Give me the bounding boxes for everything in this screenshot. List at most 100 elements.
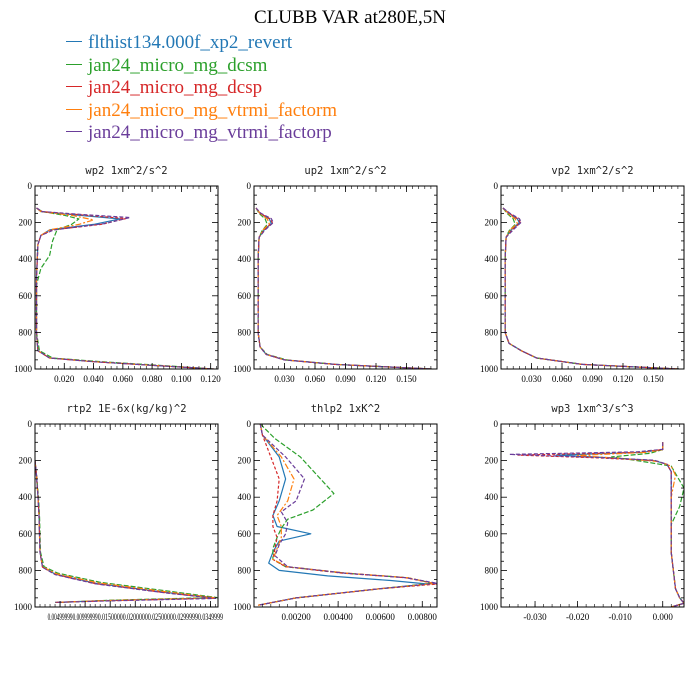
series-line <box>255 207 432 369</box>
series-line <box>502 207 679 369</box>
plot-panel: up2 1xm^2/s^2 0 200 400 600 800 1000 0.030 0.060… <box>233 165 438 384</box>
y-tick-label: 800 <box>238 327 252 337</box>
x-tick-label: 0.040 <box>83 374 104 384</box>
series-line <box>35 207 214 369</box>
x-tick-label: 0.120 <box>613 374 634 384</box>
y-tick-label: 200 <box>485 218 499 228</box>
x-tick-label: 0.150 <box>643 374 664 384</box>
series-line <box>35 460 217 603</box>
series-line <box>35 207 214 369</box>
series-line <box>517 442 684 607</box>
legend-label: jan24_micro_mg_dcsm <box>88 54 268 76</box>
x-tick-label: 0.100 <box>171 374 192 384</box>
x-tick-label: 0.0150000 <box>98 612 123 622</box>
y-tick-label: 1000 <box>480 364 499 374</box>
x-tick-label: 0.060 <box>305 374 326 384</box>
plot-title: wp2 1xm^2/s^2 <box>85 165 167 177</box>
series-line <box>255 207 432 369</box>
legend-swatch <box>66 86 82 88</box>
legend-item: jan24_micro_mg_dcsm <box>66 55 337 78</box>
x-tick-label: 0.120 <box>366 374 387 384</box>
y-tick-label: 1000 <box>233 602 252 612</box>
x-tick-label: 0.060 <box>113 374 134 384</box>
plot-frame <box>34 423 219 608</box>
y-tick-label: 800 <box>238 565 252 575</box>
x-tick-label: 0.030 <box>521 374 542 384</box>
series-line <box>35 460 217 603</box>
series-line <box>35 207 214 369</box>
y-tick-label: 200 <box>485 456 499 466</box>
y-tick-label: 600 <box>485 291 499 301</box>
legend-swatch <box>66 108 82 110</box>
x-tick-label: 0.150 <box>396 374 417 384</box>
x-tick-label: 0.090 <box>582 374 603 384</box>
x-tick-label: 0.080 <box>142 374 163 384</box>
plot-title: up2 1xm^2/s^2 <box>304 165 386 177</box>
series-line <box>502 207 679 369</box>
y-tick-label: 400 <box>19 492 33 502</box>
y-tick-label: 200 <box>238 456 252 466</box>
y-tick-label: 1000 <box>480 602 499 612</box>
y-tick-label: 600 <box>19 529 33 539</box>
page-title: CLUBB VAR at280E,5N <box>254 7 446 28</box>
plot-title: wp3 1xm^3/s^3 <box>551 403 633 415</box>
legend-swatch <box>66 41 82 43</box>
y-tick-label: 0 <box>28 419 33 429</box>
series-line <box>35 460 218 603</box>
y-tick-label: 0 <box>247 181 252 191</box>
y-tick-label: 600 <box>19 291 33 301</box>
series-line <box>502 207 679 369</box>
x-tick-label: 0.00499999 <box>48 612 73 622</box>
legend-label: jan24_micro_mg_vtrmi_factorp <box>88 122 332 143</box>
x-tick-label: 0.020 <box>54 374 75 384</box>
x-tick-label: -0.010 <box>609 612 633 622</box>
series-line <box>255 207 432 369</box>
plot-frame <box>253 185 438 370</box>
plot-title: thlp2 1xK^2 <box>311 403 381 415</box>
y-tick-label: 200 <box>238 218 252 228</box>
x-tick-label: 0.0250000 <box>148 612 173 622</box>
y-tick-label: 400 <box>19 254 33 264</box>
y-tick-label: 600 <box>238 291 252 301</box>
x-tick-label: -0.020 <box>566 612 590 622</box>
plot-panel: wp2 1xm^2/s^2 0 200 400 600 800 1000 0.020 0.040… <box>14 165 221 384</box>
y-tick-label: 1000 <box>14 602 33 612</box>
series-line <box>35 207 214 369</box>
y-tick-label: 1000 <box>14 364 33 374</box>
plot-panel: thlp2 1xK^2 0 200 400 600 800 1000 0.00200 0.004… <box>233 403 438 622</box>
series-line <box>502 207 679 369</box>
series-line <box>35 460 217 603</box>
series-line <box>611 442 684 607</box>
series-line <box>258 424 436 606</box>
x-tick-label: 0.00400 <box>324 612 354 622</box>
legend: flthist134.000f_xp2_revert jan24_micro_m… <box>66 32 337 145</box>
x-tick-label: 0.0299999 <box>173 612 198 622</box>
y-tick-label: 0 <box>28 181 33 191</box>
x-tick-label: 0.060 <box>552 374 573 384</box>
y-tick-label: 600 <box>238 529 252 539</box>
legend-label: flthist134.000f_xp2_revert <box>88 32 293 53</box>
plot-title: rtp2 1E-6x(kg/kg)^2 <box>66 403 186 415</box>
y-tick-label: 800 <box>485 565 499 575</box>
x-tick-label: -0.030 <box>523 612 547 622</box>
legend-label: jan24_micro_mg_vtrmi_factorm <box>88 99 338 121</box>
x-tick-label: 0.00800 <box>408 612 438 622</box>
legend-label: jan24_micro_mg_dcsp <box>88 77 263 98</box>
legend-swatch <box>66 63 82 65</box>
y-tick-label: 200 <box>19 456 33 466</box>
legend-item: flthist134.000f_xp2_revert <box>66 32 337 55</box>
plot-frame <box>253 423 438 608</box>
series-line <box>35 460 217 603</box>
x-tick-label: 0.0200000 <box>123 612 148 622</box>
plot-panel: wp3 1xm^3/s^3 0 200 400 600 800 1000 -0.030 -0.0… <box>480 403 685 622</box>
y-tick-label: 400 <box>238 492 252 502</box>
y-tick-label: 0 <box>494 419 499 429</box>
series-line <box>258 424 437 606</box>
x-tick-label: 0.090 <box>335 374 356 384</box>
y-tick-label: 0 <box>494 181 499 191</box>
x-tick-label: 0.000 <box>653 612 674 622</box>
y-tick-label: 400 <box>485 492 499 502</box>
plot-frame <box>500 185 685 370</box>
x-tick-label: 0.00600 <box>366 612 396 622</box>
y-tick-label: 600 <box>485 529 499 539</box>
